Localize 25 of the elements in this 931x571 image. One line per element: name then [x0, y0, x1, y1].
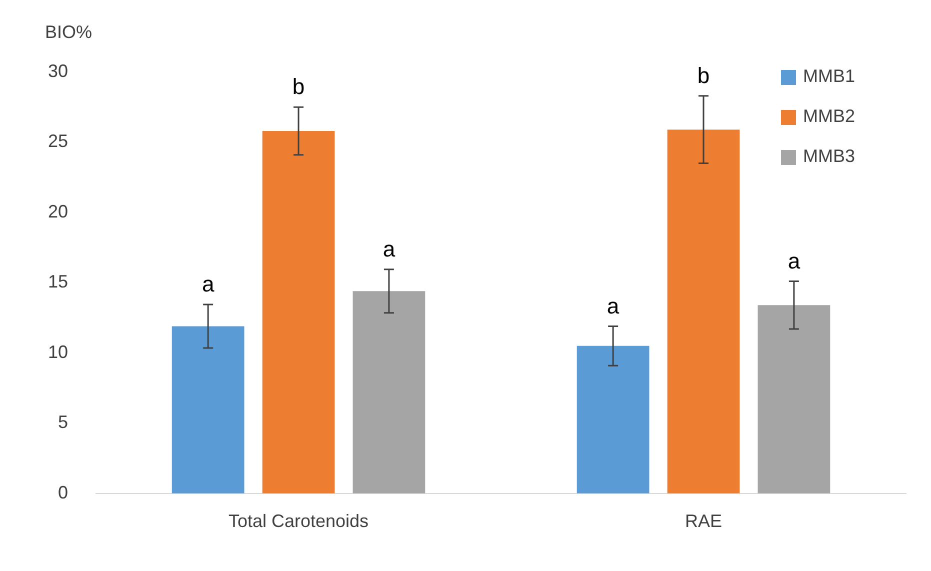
legend-label: MMB3	[803, 146, 856, 166]
legend-label: MMB2	[803, 106, 856, 126]
annotation: a	[202, 272, 215, 297]
annotation: b	[697, 62, 710, 88]
y-tick-label: 5	[58, 412, 68, 432]
bar	[172, 326, 244, 494]
y-tick-label: 25	[48, 131, 68, 152]
annotation: a	[382, 236, 396, 262]
x-tick-label: RAE	[685, 511, 722, 532]
legend-label: MMB1	[803, 66, 856, 86]
bar	[758, 305, 830, 494]
bar	[352, 291, 426, 494]
annotation: a	[788, 248, 801, 274]
bar	[576, 346, 650, 494]
y-tick-label: 20	[48, 201, 68, 222]
bar	[262, 130, 335, 494]
annotation: b	[292, 74, 305, 100]
bar	[667, 130, 740, 494]
y-tick-label: 15	[48, 272, 68, 292]
y-tick-label: 30	[48, 60, 68, 81]
y-axis-title: BIO%	[45, 22, 92, 42]
x-tick-label: Total Carotenoids	[228, 511, 369, 532]
annotation: a	[606, 293, 620, 318]
y-tick-label: 10	[48, 342, 68, 362]
y-tick-label: 0	[58, 482, 68, 502]
